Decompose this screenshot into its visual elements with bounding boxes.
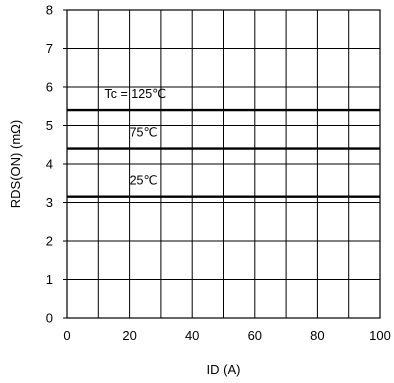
series-label: 25℃ (130, 173, 158, 187)
x-tick-label: 60 (248, 328, 262, 343)
y-tick-labels: 0 1 2 3 4 5 6 7 8 (46, 3, 67, 326)
x-tick-label: 40 (185, 328, 199, 343)
y-tick-label: 8 (46, 3, 53, 18)
y-tick-label: 7 (46, 41, 53, 56)
x-tick-label: 100 (369, 328, 391, 343)
series-label: 75℃ (130, 125, 158, 139)
y-axis-title: RDS(ON) (mΩ) (8, 120, 23, 208)
x-tick-label: 80 (310, 328, 324, 343)
y-tick-label: 3 (46, 195, 53, 210)
x-axis-title: ID (A) (207, 362, 241, 377)
y-tick-label: 4 (46, 157, 53, 172)
x-tick-label: 20 (122, 328, 136, 343)
x-tick-labels: 0 20 40 60 80 100 (63, 328, 390, 343)
y-tick-label: 1 (46, 272, 53, 287)
series-labels: Tc = 125℃ 75℃ 25℃ (105, 87, 167, 188)
y-tick-label: 2 (46, 234, 53, 249)
x-tick-label: 0 (63, 328, 70, 343)
series-lines (67, 108, 380, 198)
grid (67, 10, 380, 318)
y-tick-label: 6 (46, 80, 53, 95)
series-label: Tc = 125℃ (105, 87, 167, 101)
y-tick-label: 0 (46, 311, 53, 326)
y-tick-label: 5 (46, 118, 53, 133)
